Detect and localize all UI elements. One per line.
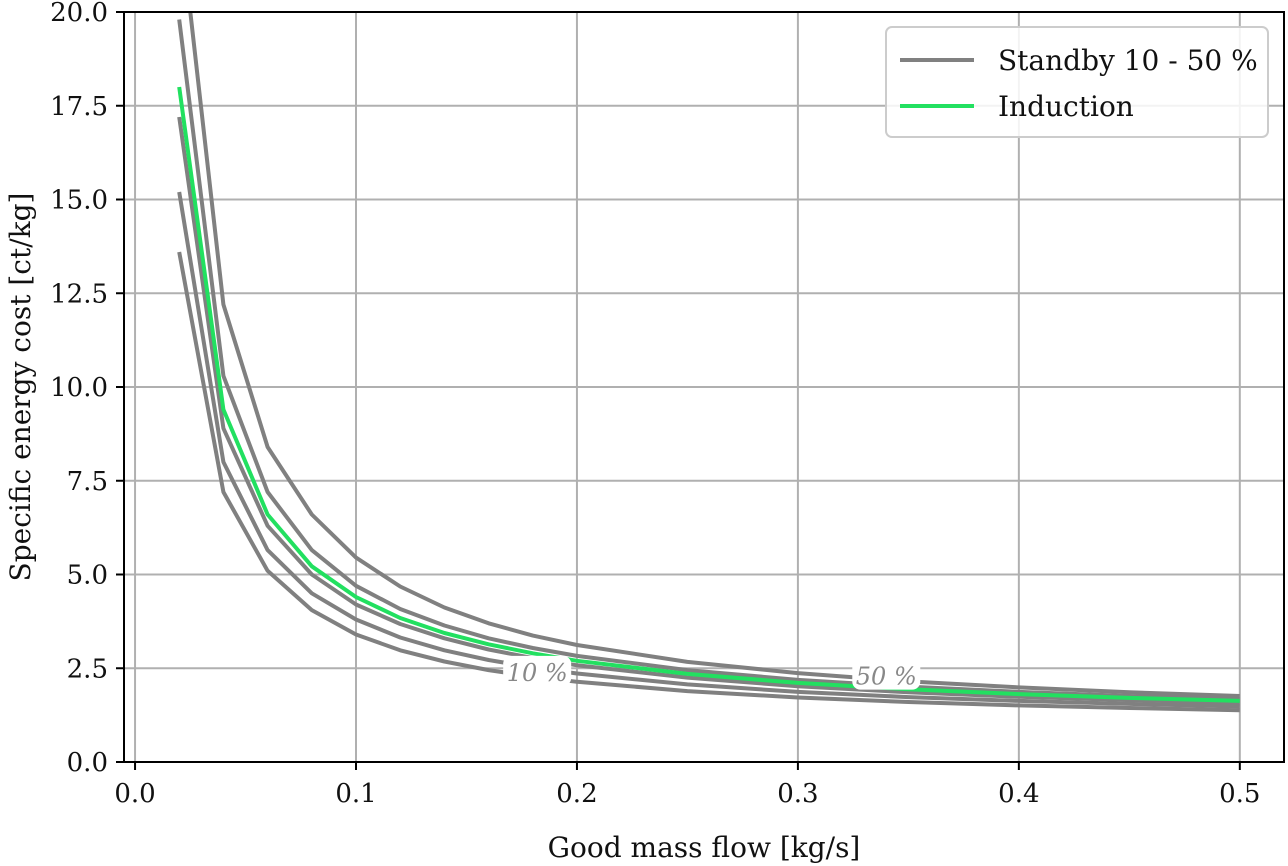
standby-line <box>188 11 1240 698</box>
x-tick-label: 0.0 <box>114 779 155 809</box>
legend: Standby 10 - 50 % Induction <box>885 26 1269 138</box>
y-tick-label: 2.5 <box>67 654 108 684</box>
legend-box <box>885 26 1269 138</box>
standby-line <box>177 19 1240 702</box>
standby-line <box>177 116 1240 706</box>
x-axis-label: Good mass flow [kg/s] <box>548 831 861 864</box>
x-tick-label: 0.2 <box>556 779 597 809</box>
x-tick-label: 0.4 <box>998 779 1039 809</box>
legend-label-induction: Induction <box>998 90 1134 123</box>
inline-label-bg <box>503 655 572 686</box>
y-tick-label: 12.5 <box>50 279 108 309</box>
y-tick-label: 17.5 <box>50 92 108 122</box>
x-tick-label: 0.3 <box>777 779 818 809</box>
y-axis-label: Specific energy cost [ct/kg] <box>4 193 37 582</box>
annotation-layer: 10 % 50 % <box>503 655 921 691</box>
y-tick-label: 20.0 <box>50 0 108 28</box>
y-tick-label: 10.0 <box>50 373 108 403</box>
ticks: 0.0 0.1 0.2 0.3 0.4 0.5 0.0 2.5 5.0 7.5 10.0 12.5 15… <box>50 0 1260 809</box>
induction-line <box>177 86 1240 703</box>
x-tick-label: 0.1 <box>335 779 376 809</box>
y-tick-label: 7.5 <box>67 467 108 497</box>
standby-line <box>177 191 1240 709</box>
legend-label-standby: Standby 10 - 50 % <box>998 44 1258 77</box>
inline-contour-label: 10 % <box>507 659 568 687</box>
inline-label-bg <box>852 659 921 690</box>
y-tick-label: 15.0 <box>50 186 108 216</box>
y-tick-label: 5.0 <box>67 561 108 591</box>
inline-contour-label: 50 % <box>856 663 917 691</box>
y-tick-label: 0.0 <box>67 748 108 778</box>
x-tick-label: 0.5 <box>1219 779 1260 809</box>
